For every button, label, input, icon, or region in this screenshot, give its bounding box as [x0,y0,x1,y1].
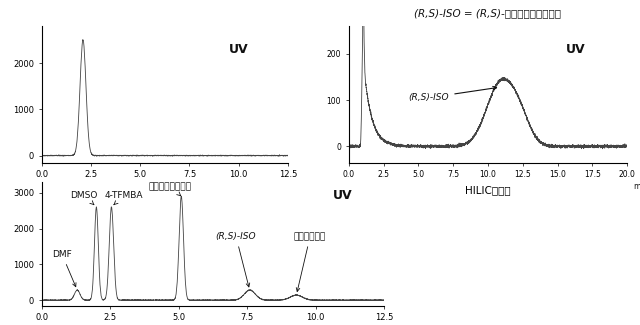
Text: (R,S)-ISO: (R,S)-ISO [409,86,497,102]
X-axis label: ODSカラム: ODSカラム [144,185,186,195]
Text: UV: UV [333,189,352,202]
Text: UV: UV [229,43,248,56]
Text: DMF: DMF [52,250,76,287]
Text: min.: min. [293,182,310,190]
Text: (R,S)-ISO = (R,S)-イソプロテレノール: (R,S)-ISO = (R,S)-イソプロテレノール [414,8,561,18]
Text: UV: UV [566,43,586,56]
Text: (R,S)-ISO: (R,S)-ISO [216,232,257,287]
Text: 4-TFMBA: 4-TFMBA [104,191,143,205]
Text: min.: min. [633,182,640,190]
Text: ノルエピネフリン: ノルエピネフリン [149,182,192,196]
Text: 未同定化合物: 未同定化合物 [294,232,326,292]
X-axis label: HILICカラム: HILICカラム [465,185,511,195]
Text: DMSO: DMSO [70,191,98,205]
